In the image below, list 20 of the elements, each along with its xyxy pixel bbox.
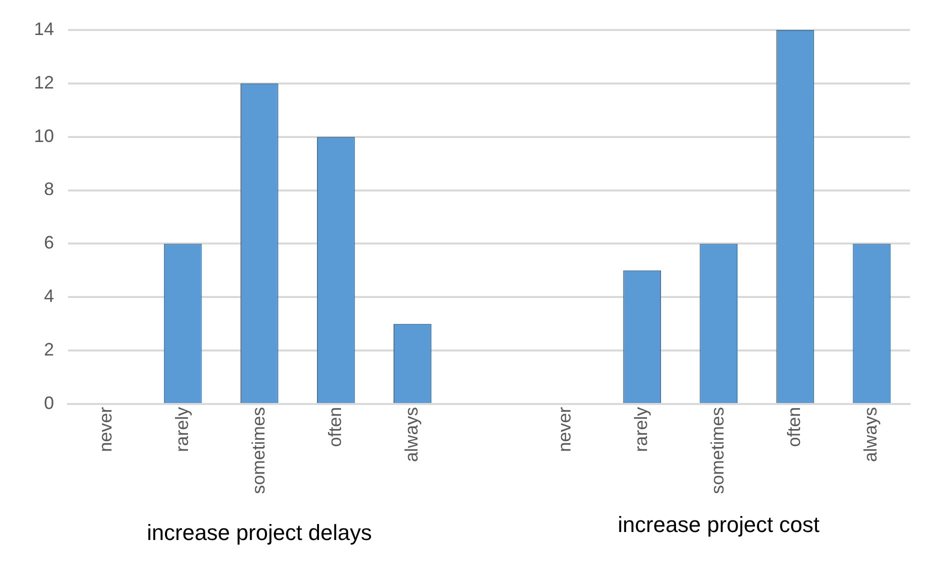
y-tick-label: 14 <box>34 18 54 39</box>
x-tick-label: rarely <box>631 406 652 452</box>
y-tick-label: 12 <box>34 72 54 92</box>
text: increase project delays <box>146 520 372 545</box>
y-tick-label: 2 <box>44 340 54 360</box>
y-tick-label: 0 <box>44 392 54 413</box>
text: increase project cost <box>618 512 820 537</box>
x-tick-label: never <box>554 406 575 452</box>
x-tick-label: never <box>95 406 116 452</box>
x-tick-label: sometimes <box>708 406 728 494</box>
y-tick-label: 10 <box>34 126 54 146</box>
x-tick-label: often <box>784 406 804 448</box>
x-tick-label: always <box>401 406 422 462</box>
y-tick-label: 8 <box>44 179 54 200</box>
x-tick-label: sometimes <box>248 406 268 494</box>
y-tick-label: 6 <box>44 232 54 253</box>
y-tick-label: 4 <box>44 286 54 306</box>
x-tick-label: always <box>860 406 881 462</box>
x-tick-label: rarely <box>172 406 192 452</box>
x-tick-label: often <box>324 406 345 448</box>
